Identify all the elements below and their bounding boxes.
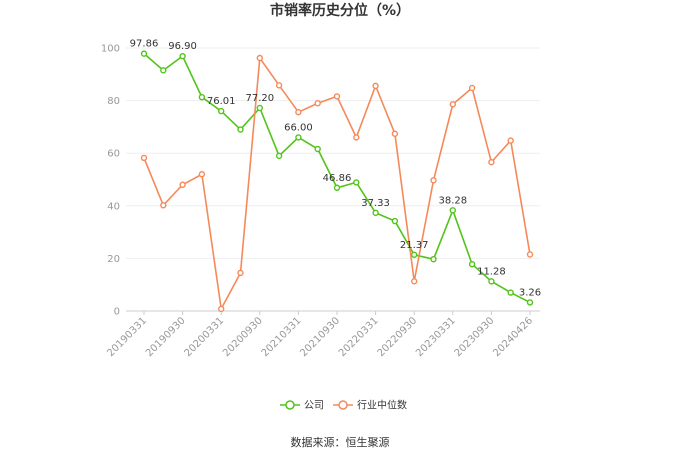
data-point-0	[160, 67, 167, 74]
data-point-0	[449, 207, 456, 214]
x-tick-label: 20210331	[260, 315, 304, 359]
data-point-1	[179, 181, 186, 188]
data-label: 97.86	[130, 39, 159, 50]
data-point-1	[295, 108, 302, 116]
data-point-0	[391, 217, 399, 225]
data-point-0	[275, 152, 283, 160]
data-label: 21.37	[400, 240, 429, 251]
data-point-1	[275, 82, 283, 89]
data-label: 96.90	[168, 41, 197, 52]
data-point-1	[217, 305, 225, 313]
data-label-layer: 97.86 96.90 76.01 77.20 66.00 46.86 37.33 21.37…	[130, 39, 541, 299]
data-point-1	[468, 84, 476, 92]
x-tick-label: 20200930	[221, 315, 265, 359]
data-point-1	[391, 130, 399, 137]
data-point-0	[411, 251, 418, 258]
data-point-1	[430, 177, 437, 184]
data-point-0	[256, 104, 263, 112]
x-tick-label: 20210930	[298, 315, 342, 359]
y-tick-label: 20	[107, 254, 120, 265]
y-tick-label: 40	[107, 201, 120, 212]
data-point-0	[237, 126, 244, 133]
data-point-1	[237, 269, 244, 277]
data-point-1	[198, 171, 206, 178]
data-label: 38.28	[438, 195, 467, 206]
source-note: 数据来源：恒生聚源	[291, 435, 390, 449]
data-point-1	[488, 158, 495, 166]
y-tick-label: 0	[114, 307, 120, 318]
data-label: 66.00	[284, 122, 313, 133]
chart-title: 市销率历史分位（%）	[270, 2, 410, 19]
legend-swatch-marker	[338, 400, 348, 410]
legend: 公司 行业中位数	[280, 399, 407, 412]
data-point-1	[526, 251, 534, 258]
data-point-0	[372, 209, 379, 217]
y-tick-label: 60	[107, 149, 120, 160]
data-point-1	[449, 101, 456, 108]
data-point-0	[140, 50, 148, 57]
x-tick-label: 20240426	[491, 315, 535, 359]
data-point-1	[411, 278, 418, 285]
x-tick-label: 20230930	[453, 315, 497, 359]
data-point-0	[526, 299, 534, 306]
data-point-0	[333, 184, 341, 191]
data-point-1	[314, 100, 321, 107]
data-point-0	[217, 107, 225, 115]
data-point-1	[333, 93, 341, 100]
data-point-1	[140, 154, 148, 162]
data-point-0	[488, 278, 495, 285]
data-label: 37.33	[361, 198, 390, 209]
data-point-1	[507, 137, 514, 144]
legend-swatch-marker	[285, 400, 295, 410]
data-point-0	[430, 255, 437, 263]
x-tick-label: 20220930	[376, 315, 420, 359]
data-point-0	[507, 289, 514, 296]
legend-label: 公司	[304, 401, 324, 412]
grid-layer	[126, 47, 540, 312]
data-label: 77.20	[245, 93, 274, 104]
data-point-1	[160, 202, 167, 209]
y-tick-label: 80	[107, 96, 120, 107]
x-tick-label: 20190331	[105, 315, 149, 359]
x-tick-label: 20190930	[144, 315, 188, 359]
data-label: 46.86	[323, 173, 352, 184]
data-point-0	[179, 52, 186, 60]
data-point-0	[198, 93, 206, 101]
data-point-1	[256, 54, 263, 62]
x-tick-label: 20230331	[414, 315, 458, 359]
data-label: 3.26	[519, 287, 541, 298]
series-layer	[140, 50, 534, 313]
data-point-0	[468, 260, 476, 268]
x-tick-label: 20200331	[183, 315, 227, 359]
data-point-1	[372, 82, 379, 90]
legend-label: 行业中位数	[357, 399, 407, 412]
data-label: 11.28	[477, 266, 506, 277]
data-point-0	[353, 179, 360, 186]
data-point-1	[353, 134, 360, 141]
x-tick-label: 20220331	[337, 315, 381, 359]
y-tick-label: 100	[101, 44, 120, 55]
data-point-0	[295, 134, 302, 141]
data-label: 76.01	[207, 96, 236, 107]
data-point-0	[314, 145, 321, 153]
